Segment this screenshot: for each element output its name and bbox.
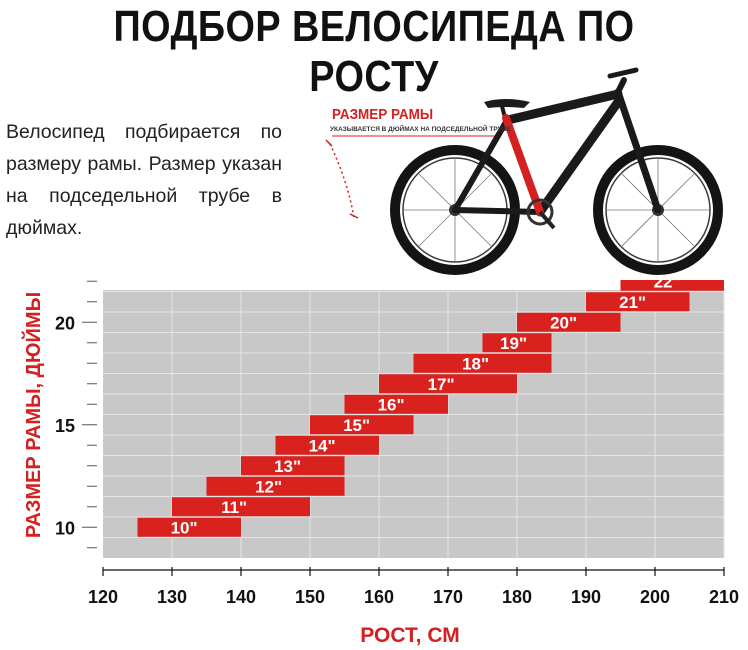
axes-group: 120 130 140 150 160 170 180 190 200 210 10 15 20 — [55, 280, 739, 607]
bar — [206, 476, 345, 496]
bar-label: 15" — [343, 416, 370, 435]
frame-size-label: РАЗМЕР РАМЫ — [332, 106, 434, 123]
bar-label: 11" — [221, 498, 247, 517]
bar — [172, 497, 310, 517]
y-tick-label: 15 — [55, 416, 75, 436]
x-tick-label: 150 — [295, 587, 325, 607]
description-text: Велосипед подбирается по размеру рамы. Р… — [6, 121, 282, 239]
bar-label: 14" — [309, 436, 336, 455]
bar — [379, 374, 517, 394]
frame-size-sublabel: УКАЗЫВАЕТСЯ В ДЮЙМАХ НА ПОДСЕДЕЛЬНОЙ ТРУ… — [330, 126, 511, 133]
x-tick-label: 140 — [226, 587, 256, 607]
bars-group: 10" 11" 12"13" 14" 15" 16" 17" 18" 19" 20" 21" 22" — [137, 280, 724, 537]
bike-illustration: РАЗМЕР РАМЫ УКАЗЫВАЕТСЯ В ДЮЙМАХ НА ПОДС… — [318, 62, 748, 282]
frame-size-chart: 10"11"12"13"14"15"16"17"18"19"20"21"22" … — [21, 280, 739, 647]
bar-label: 12" — [255, 477, 282, 496]
bar — [413, 353, 552, 373]
bar — [620, 280, 724, 291]
y-axis-label: РАЗМЕР РАМЫ, ДЮЙМЫ — [21, 292, 45, 538]
bar — [482, 333, 552, 353]
x-tick-label: 180 — [502, 587, 532, 607]
bar — [275, 435, 379, 455]
bar-label: 16" — [378, 395, 405, 414]
y-tick-label: 20 — [55, 313, 75, 333]
bar-label: 10" — [171, 518, 198, 537]
x-axis-label: РОСТ, СМ — [360, 624, 459, 647]
bar-label: 21" — [619, 293, 646, 312]
bar — [586, 292, 690, 312]
x-tick-label: 120 — [88, 587, 118, 607]
bar — [137, 517, 241, 537]
bar — [310, 415, 414, 435]
x-tick-label: 130 — [157, 587, 187, 607]
bicycle-icon — [325, 67, 723, 275]
bar — [344, 394, 448, 414]
y-tick-label: 10 — [55, 518, 75, 538]
x-tick-label: 210 — [709, 587, 739, 607]
bar-label: 13" — [274, 457, 301, 476]
bar-label: 22" — [654, 280, 681, 291]
bar-label: 18" — [462, 354, 489, 373]
bar-label: 19" — [500, 334, 527, 353]
page-title: ПОДБОР ВЕЛОСИПЕДА ПО РОСТУ — [113, 2, 635, 101]
bar-label: 20" — [550, 313, 577, 332]
x-tick-label: 170 — [433, 587, 463, 607]
bar-label: 17" — [428, 375, 455, 394]
x-tick-label: 190 — [571, 587, 601, 607]
bar — [517, 312, 621, 332]
bar — [241, 456, 345, 476]
x-tick-label: 160 — [364, 587, 394, 607]
x-tick-label: 200 — [640, 587, 670, 607]
